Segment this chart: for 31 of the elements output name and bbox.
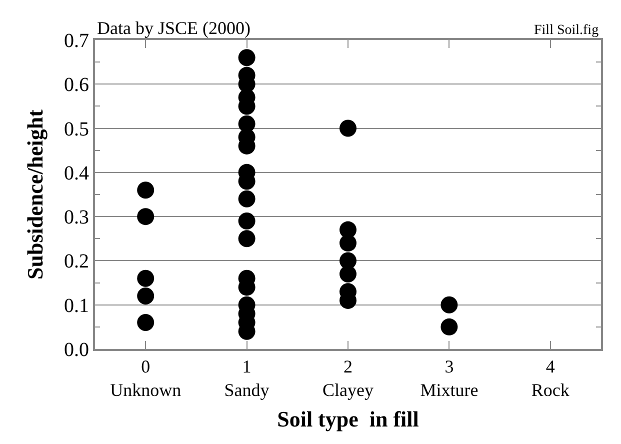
point (238, 212, 256, 230)
point (137, 270, 154, 287)
point (340, 234, 356, 252)
x-tick-label: 2 Clayey (322, 356, 374, 400)
y-axis-title: Subsidence/height (22, 108, 48, 280)
point (238, 230, 256, 248)
x-tick-label: 3 Mixture (420, 356, 478, 400)
text: Fill Soil.fig (534, 23, 599, 38)
point (238, 49, 256, 66)
y-tick-label: 0.2 (64, 250, 89, 273)
point (340, 265, 356, 282)
point (137, 288, 154, 305)
point (137, 314, 154, 331)
point (440, 296, 458, 314)
x-tick-label: 1 Sandy (224, 356, 270, 400)
y-tick-label: 0.1 (64, 294, 89, 317)
y-tick-label: 0.4 (64, 162, 89, 184)
text: Data by JSCE (2000) (97, 18, 250, 38)
point (238, 190, 256, 208)
x-tick-label: 4 Rock (531, 356, 570, 400)
point (137, 208, 154, 226)
y-tick-label: 0.6 (64, 74, 89, 96)
point (440, 318, 458, 336)
point (137, 182, 154, 199)
y-tick-label: 0.7 (64, 30, 89, 52)
y-tick-label: 0.3 (64, 206, 89, 229)
x-axis-title: Soil type in fill (277, 406, 419, 432)
point (340, 120, 356, 137)
y-tick-label: 0.5 (64, 118, 89, 140)
x-tick-label: 0 Unknown (110, 356, 182, 400)
text: 0.0 (64, 339, 89, 361)
